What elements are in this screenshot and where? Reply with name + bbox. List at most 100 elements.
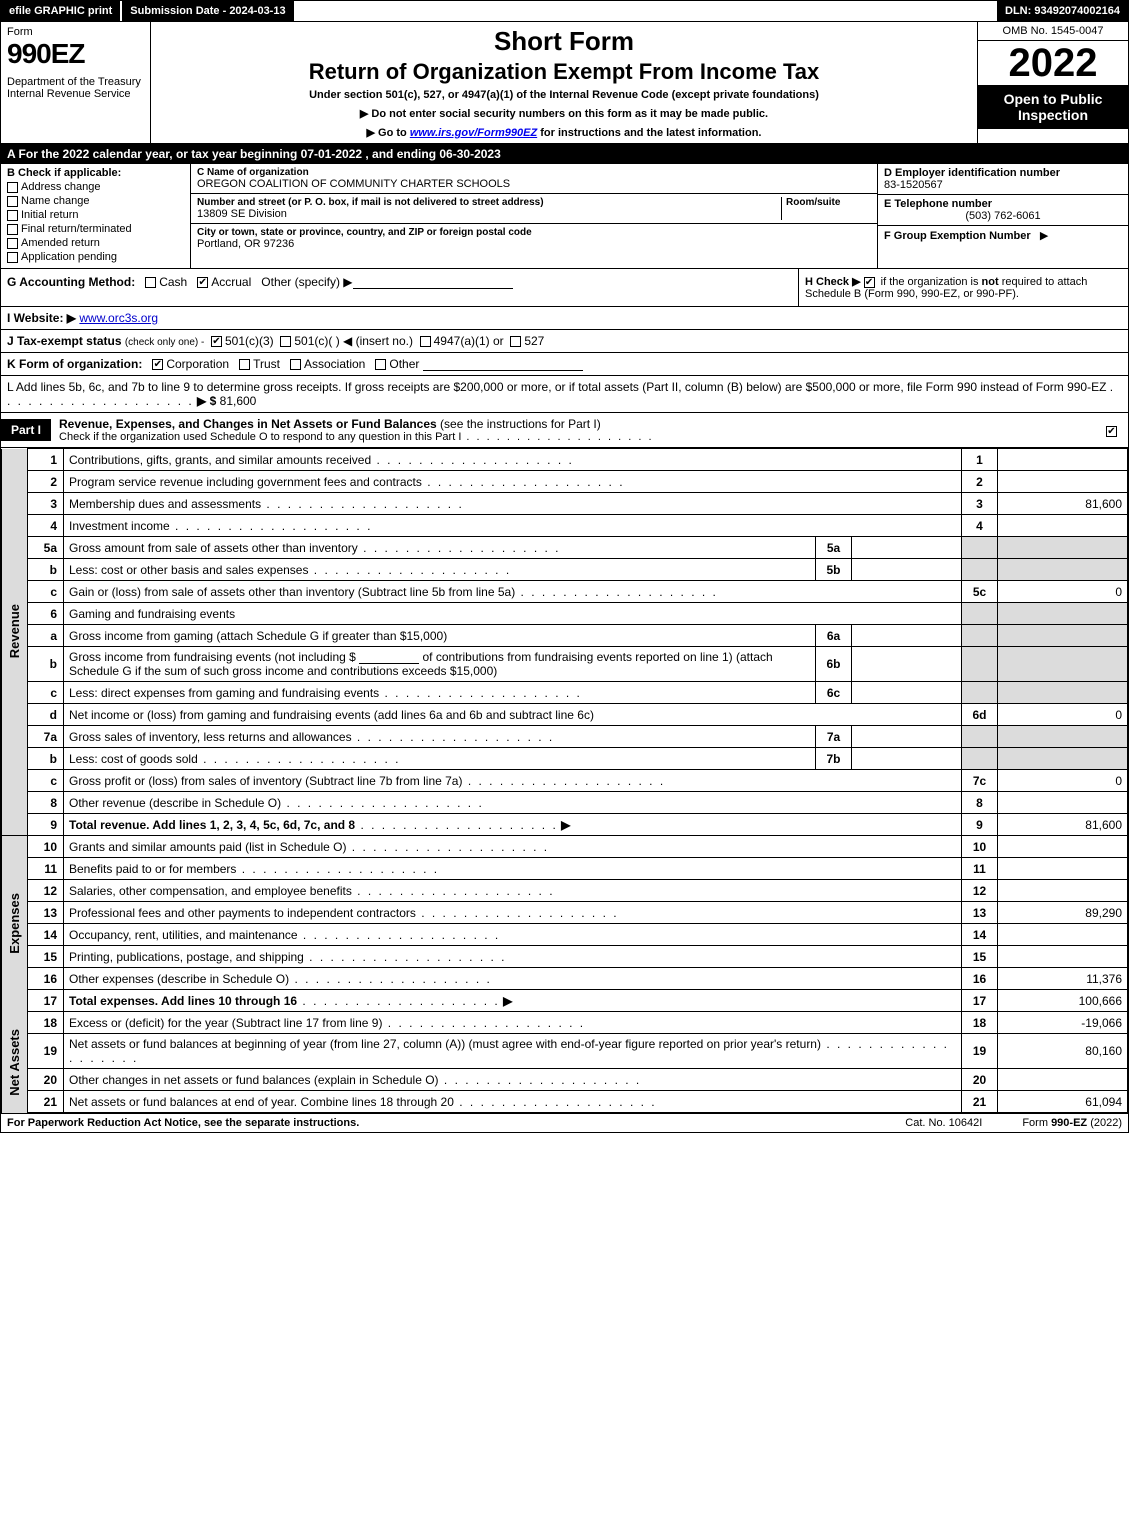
accounting-method: G Accounting Method: Cash Accrual Other … [1,269,798,306]
schedule-b-checkbox[interactable] [864,277,875,288]
line-7a-valshade [998,726,1128,748]
line-7b-sub: 7b [816,748,852,770]
part-i-title: Revenue, Expenses, and Changes in Net As… [51,413,1098,447]
line-16-box: 16 [962,968,998,990]
h-pre: H Check ▶ [805,276,864,288]
line-9-num: 9 [28,814,64,836]
line-19-num: 19 [28,1034,64,1069]
other-org-line[interactable] [423,359,583,371]
line-5a-shade [962,537,998,559]
line-5a-num: 5a [28,537,64,559]
org-name-value: OREGON COALITION OF COMMUNITY CHARTER SC… [197,178,871,190]
accrual-label: Accrual [211,275,251,289]
box-h: H Check ▶ if the organization is not req… [798,269,1128,306]
line-1-num: 1 [28,449,64,471]
line-14-desc: Occupancy, rent, utilities, and maintena… [64,924,962,946]
top-bar: efile GRAPHIC print Submission Date - 20… [1,1,1128,22]
line-4-num: 4 [28,515,64,537]
line-7c-num: c [28,770,64,792]
line-7c-box: 7c [962,770,998,792]
line-1-desc: Contributions, gifts, grants, and simila… [64,449,962,471]
line-5a-sub: 5a [816,537,852,559]
revenue-side-end [2,814,28,836]
box-b-header: B Check if applicable: [7,167,184,179]
4947a1-checkbox[interactable] [420,336,431,347]
page-footer: For Paperwork Reduction Act Notice, see … [1,1113,1128,1132]
ein-label: D Employer identification number [884,167,1122,179]
name-change-label: Name change [21,195,90,207]
goto-post: for instructions and the latest informat… [537,127,761,139]
short-form-title: Short Form [157,26,971,57]
check-name-change[interactable]: Name change [7,195,184,207]
check-final-return[interactable]: Final return/terminated [7,223,184,235]
phone-value: (503) 762-6061 [884,210,1122,222]
trust-label: Trust [253,357,280,371]
line-15-num: 15 [28,946,64,968]
website-link[interactable]: www.orc3s.org [79,311,158,325]
line-21-num: 21 [28,1091,64,1113]
line-14-num: 14 [28,924,64,946]
box-b-heading: Check if applicable: [18,167,121,179]
other-specify-line[interactable] [353,277,513,289]
line-6b-amount-line[interactable] [359,652,419,664]
website-label: I Website: ▶ [7,311,76,325]
irs-link[interactable]: www.irs.gov/Form990EZ [410,127,537,139]
cash-checkbox[interactable] [145,277,156,288]
check-amended-return[interactable]: Amended return [7,237,184,249]
line-7c: c Gross profit or (loss) from sales of i… [2,770,1128,792]
footer-form-bold: 990-EZ [1051,1117,1087,1129]
l-text: L Add lines 5b, 6c, and 7b to line 9 to … [7,380,1106,394]
line-2: 2 Program service revenue including gove… [2,471,1128,493]
line-1: Revenue 1 Contributions, gifts, grants, … [2,449,1128,471]
line-7c-desc: Gross profit or (loss) from sales of inv… [64,770,962,792]
j-lead: J Tax-exempt status [7,334,122,348]
line-2-num: 2 [28,471,64,493]
line-6c: c Less: direct expenses from gaming and … [2,682,1128,704]
check-address-change[interactable]: Address change [7,181,184,193]
revenue-side-label: Revenue [2,449,28,814]
ein-row: D Employer identification number 83-1520… [878,164,1128,195]
line-9: 9 Total revenue. Add lines 1, 2, 3, 4, 5… [2,814,1128,836]
line-8-val [998,792,1128,814]
line-9-desc: Total revenue. Add lines 1, 2, 3, 4, 5c,… [64,814,962,836]
part-i-schedule-o-checkbox[interactable] [1098,422,1128,438]
check-initial-return[interactable]: Initial return [7,209,184,221]
other-label: Other (specify) ▶ [261,275,352,289]
part-i-tag: Part I [1,419,51,441]
h-post1: if the organization is [881,276,982,288]
row-g-h: G Accounting Method: Cash Accrual Other … [1,269,1128,307]
group-exemption-label: F Group Exemption Number [884,230,1031,242]
line-13-num: 13 [28,902,64,924]
527-checkbox[interactable] [510,336,521,347]
501c3-checkbox[interactable] [211,336,222,347]
line-7b-valshade [998,748,1128,770]
box-def: D Employer identification number 83-1520… [878,164,1128,268]
line-5a: 5a Gross amount from sale of assets othe… [2,537,1128,559]
line-19: 19 Net assets or fund balances at beginn… [2,1034,1128,1069]
line-6-desc: Gaming and fundraising events [64,603,962,625]
trust-checkbox[interactable] [239,359,250,370]
line-6-shade [962,603,998,625]
line-6a-subval [852,625,962,647]
part-i-header: Part I Revenue, Expenses, and Changes in… [1,413,1128,448]
line-20-box: 20 [962,1069,998,1091]
line-6: 6 Gaming and fundraising events [2,603,1128,625]
department-label: Department of the Treasury Internal Reve… [7,76,144,100]
line-21-desc: Net assets or fund balances at end of ye… [64,1091,962,1113]
line-5c-desc: Gain or (loss) from sale of assets other… [64,581,962,603]
part-i-sub-text: Check if the organization used Schedule … [59,431,461,443]
line-12-num: 12 [28,880,64,902]
check-application-pending[interactable]: Application pending [7,251,184,263]
line-12-desc: Salaries, other compensation, and employ… [64,880,962,902]
accrual-checkbox[interactable] [197,277,208,288]
group-exemption-arrow: ▶ [1040,230,1048,242]
line-18-val: -19,066 [998,1012,1128,1034]
other-org-checkbox[interactable] [375,359,386,370]
line-10-desc: Grants and similar amounts paid (list in… [64,836,962,858]
line-7b-num: b [28,748,64,770]
501c-checkbox[interactable] [280,336,291,347]
line-5b-valshade [998,559,1128,581]
line-8-box: 8 [962,792,998,814]
association-checkbox[interactable] [290,359,301,370]
corporation-checkbox[interactable] [152,359,163,370]
